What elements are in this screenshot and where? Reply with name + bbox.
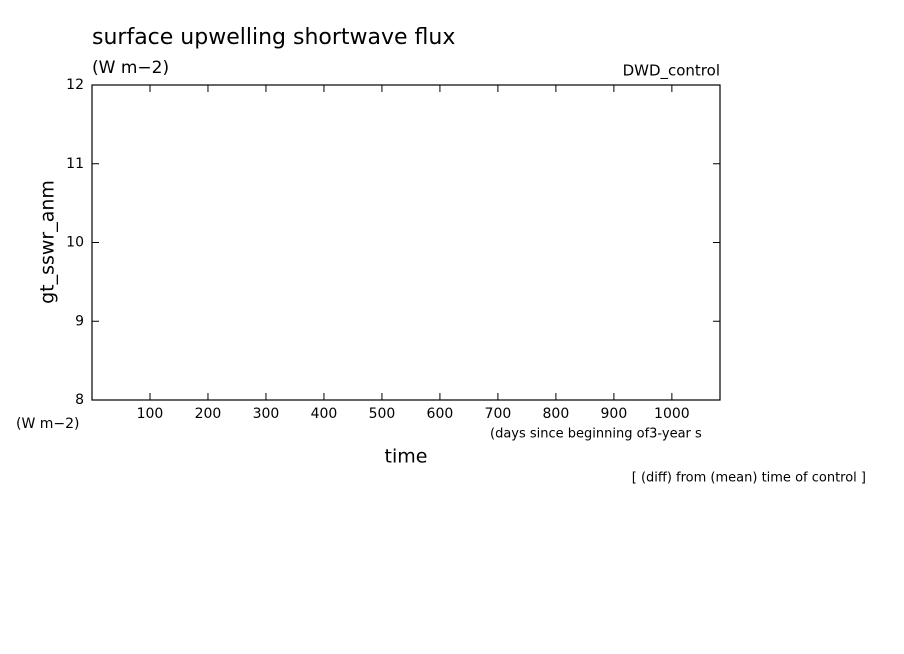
y-tick-label: 12: [66, 77, 84, 93]
x-tick-label: 800: [543, 406, 570, 422]
x-tick-label: 900: [601, 406, 628, 422]
x-tick-label: 700: [485, 406, 512, 422]
x-tick-label: 600: [427, 406, 454, 422]
y-tick-label: 11: [66, 156, 84, 172]
x-tick-label: 100: [137, 406, 164, 422]
x-tick-label: 400: [311, 406, 338, 422]
x-tick-label: 500: [369, 406, 396, 422]
y-unit: (W m−2): [16, 416, 80, 432]
experiment: DWD_control: [623, 62, 720, 81]
subtitle: (W m−2): [92, 58, 169, 78]
x-tick-label: 300: [253, 406, 280, 422]
x-tick-label: 200: [195, 406, 222, 422]
chart-title: surface upwelling shortwave flux: [92, 25, 455, 50]
y-tick-label: 10: [66, 235, 84, 251]
x-axis-label: time: [385, 446, 428, 468]
x-tick-label: 1000: [654, 406, 690, 422]
note: [ (diff) from (mean) time of control ]: [632, 471, 866, 486]
y-tick-label: 9: [75, 313, 84, 329]
y-axis-label: gt_sswr_anm: [37, 180, 59, 304]
x-unit: (days since beginning of3-year s: [490, 427, 702, 442]
y-tick-label: 8: [75, 392, 84, 408]
